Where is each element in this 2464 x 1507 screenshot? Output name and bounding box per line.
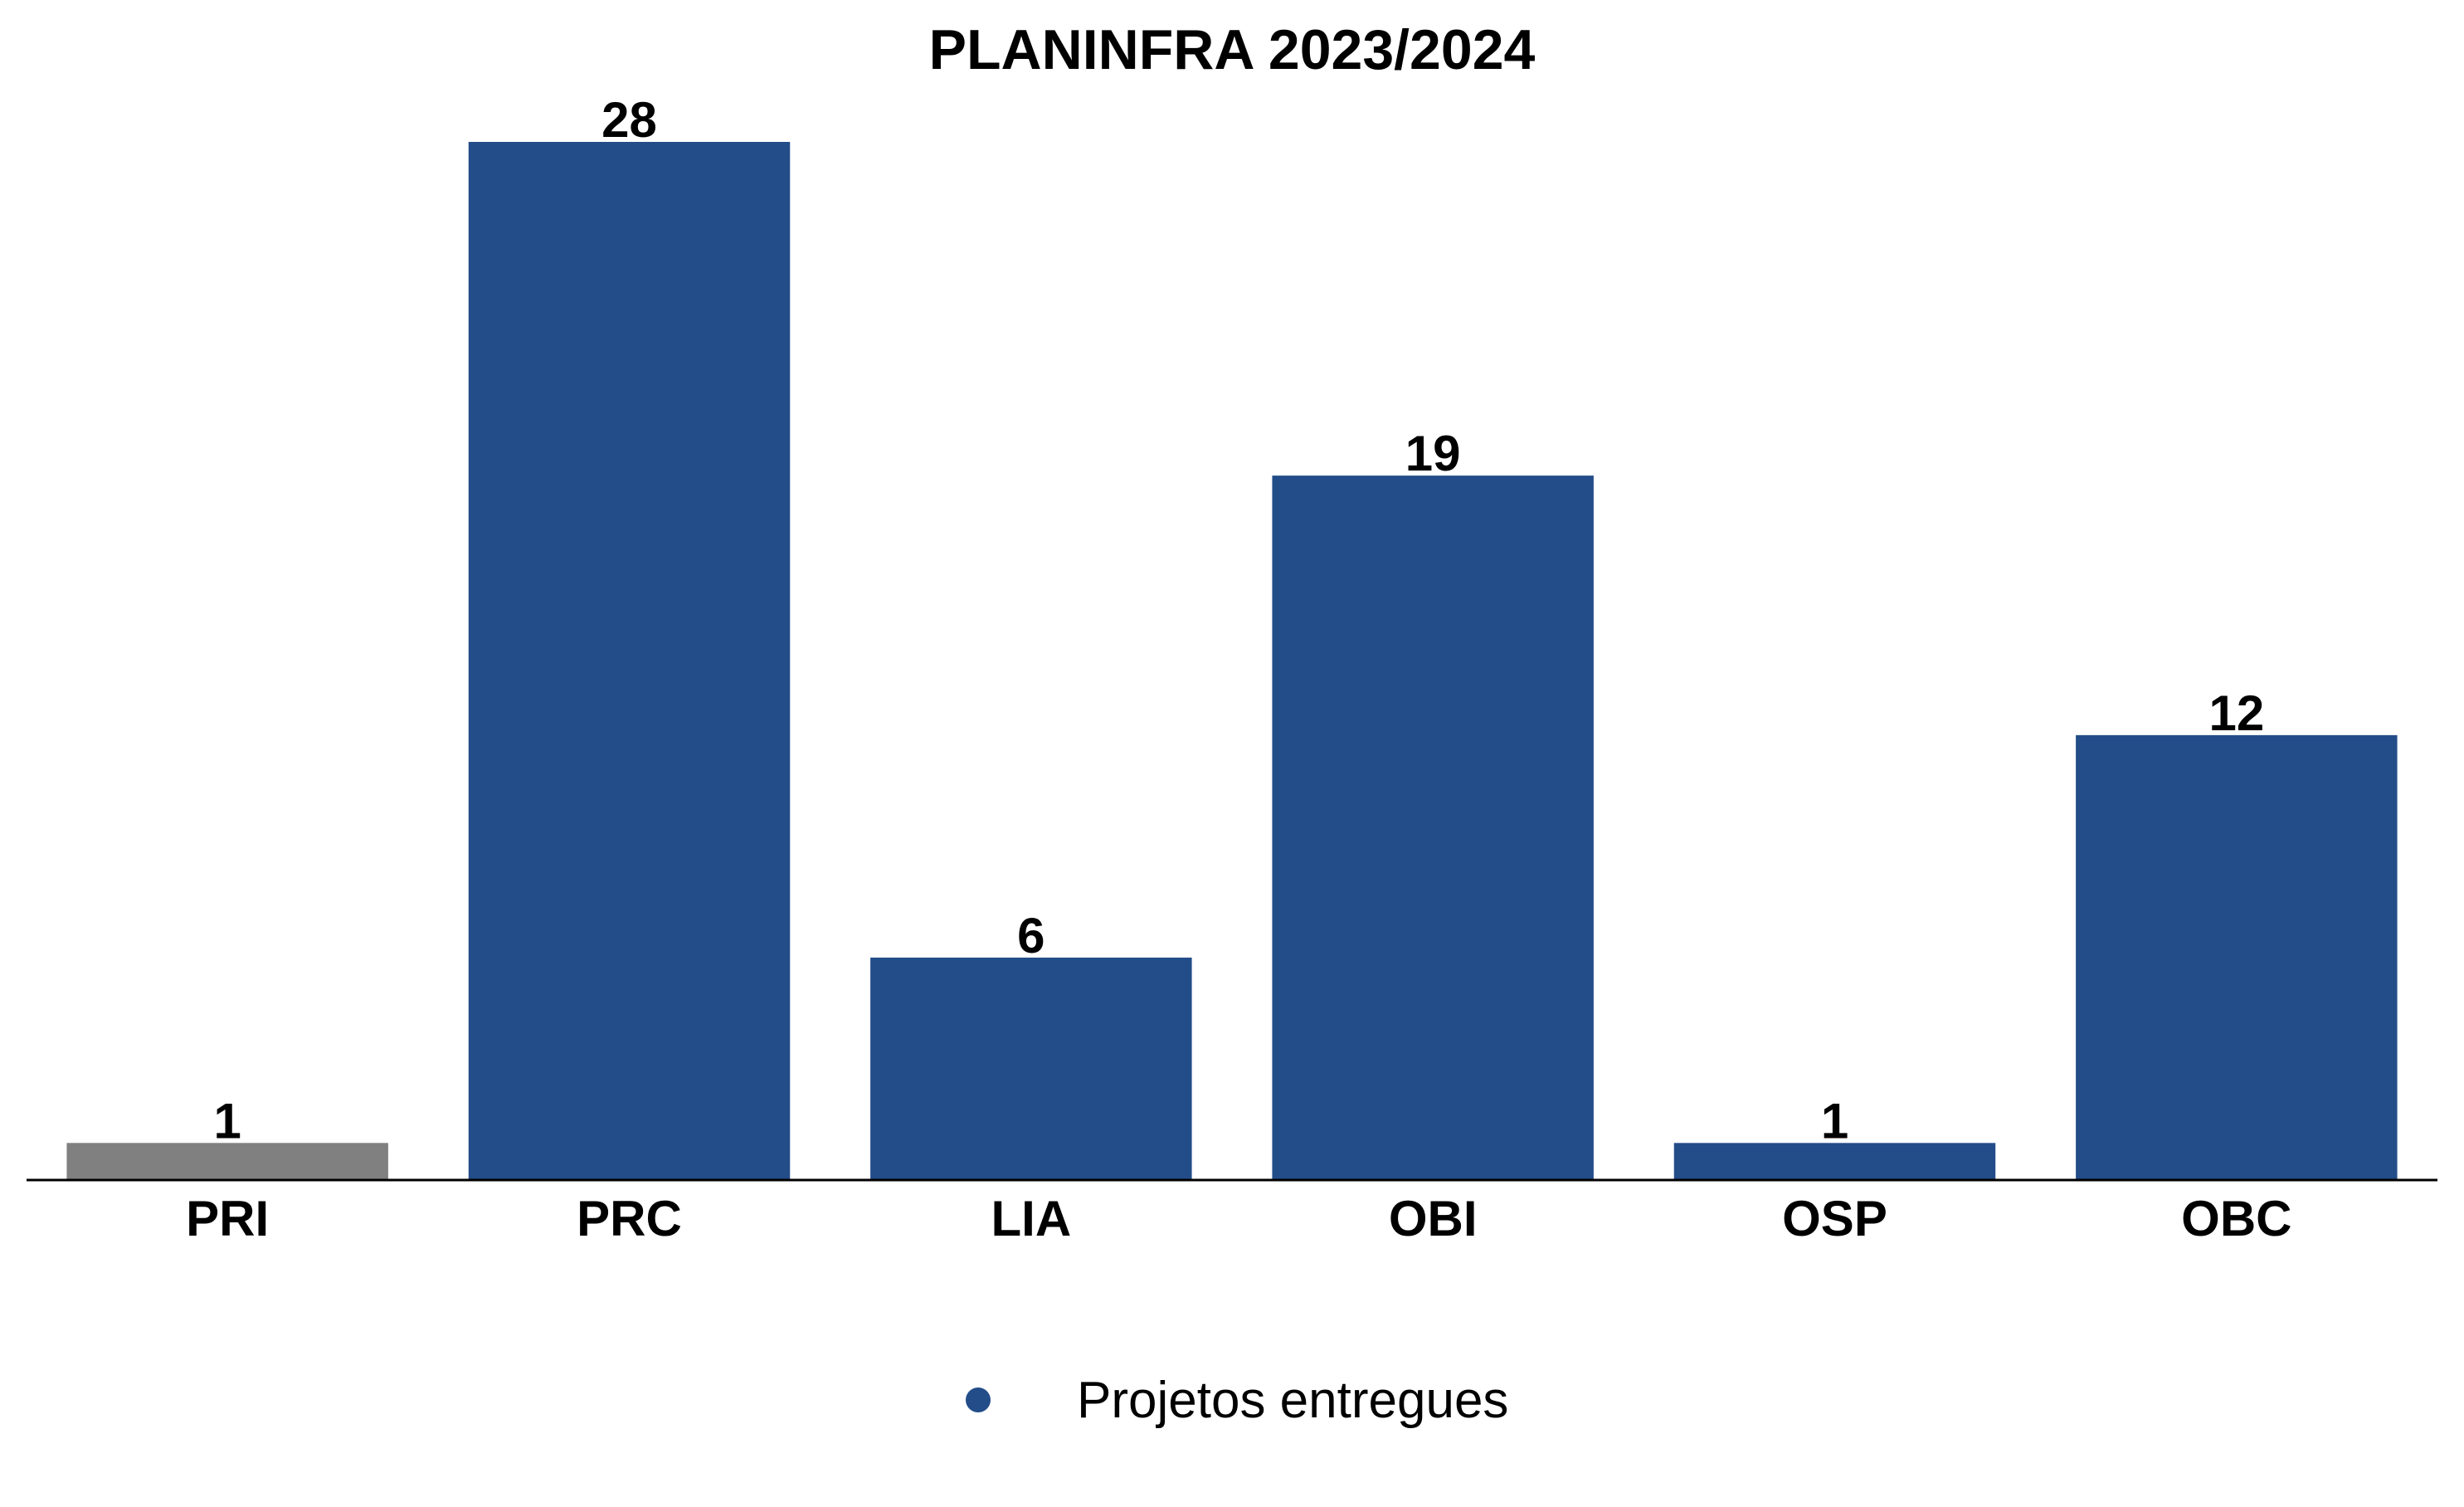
legend-label: Projetos entregues xyxy=(1077,1372,1508,1429)
value-label-obi: 19 xyxy=(1405,426,1461,481)
value-labels-group: 1 28 6 19 1 12 xyxy=(213,92,2264,1149)
bar-obi xyxy=(1272,476,1594,1180)
bar-prc xyxy=(468,142,791,1180)
value-label-obc: 12 xyxy=(2208,685,2264,741)
x-tick-label-obi: OBI xyxy=(1389,1191,1478,1246)
value-label-prc: 28 xyxy=(601,92,657,148)
value-label-osp: 1 xyxy=(1821,1093,1848,1149)
legend: Projetos entregues xyxy=(966,1372,1508,1429)
bar-osp xyxy=(1673,1143,1996,1180)
value-label-pri: 1 xyxy=(213,1093,241,1149)
x-tick-label-obc: OBC xyxy=(2181,1191,2291,1246)
x-tick-label-prc: PRC xyxy=(577,1191,682,1246)
chart-title: PLANINFRA 2023/2024 xyxy=(929,18,1536,81)
bar-lia xyxy=(870,957,1192,1180)
legend-marker-icon xyxy=(966,1388,991,1412)
value-label-lia: 6 xyxy=(1017,908,1045,963)
bar-obc xyxy=(2076,734,2398,1180)
bars-group xyxy=(66,142,2398,1180)
x-tick-label-pri: PRI xyxy=(186,1191,269,1246)
x-tick-label-lia: LIA xyxy=(991,1191,1072,1246)
x-tick-label-osp: OSP xyxy=(1782,1191,1887,1246)
bar-pri xyxy=(66,1143,388,1180)
x-tick-labels-group: PRI PRC LIA OBI OSP OBC xyxy=(186,1191,2291,1246)
